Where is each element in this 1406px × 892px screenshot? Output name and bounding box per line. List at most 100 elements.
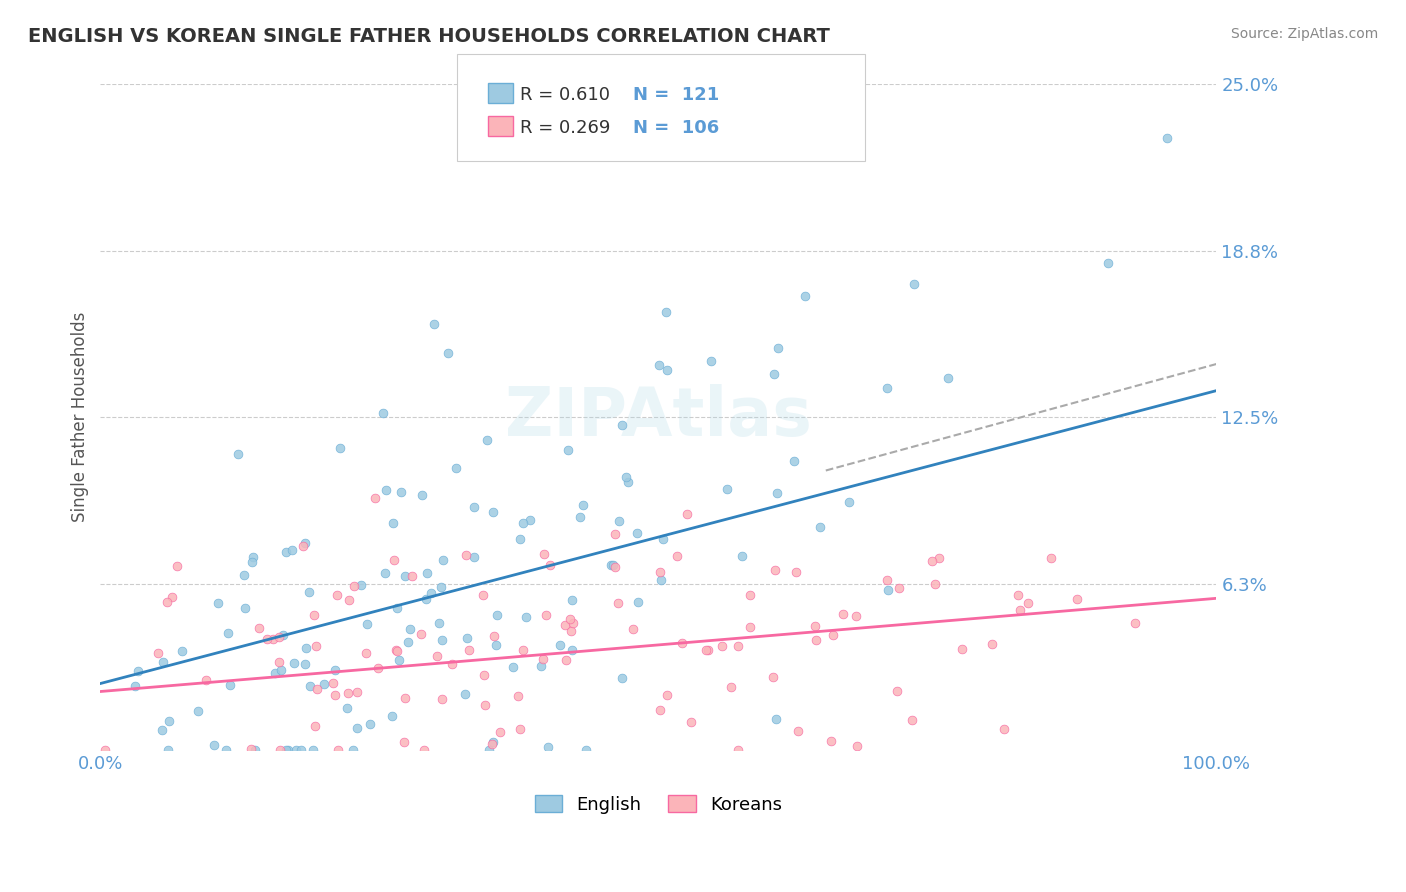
Point (243, 743, 266, 757)
Point (731, 549, 754, 563)
Point (681, 714, 703, 729)
Point (150, 723, 173, 738)
Point (396, 635, 419, 649)
Point (270, 663, 292, 677)
Point (1123, 615, 1146, 630)
Point (342, 743, 364, 757)
Point (472, 668, 495, 682)
Point (808, 519, 831, 533)
Point (471, 588, 494, 602)
Point (804, 632, 827, 647)
Point (502, 660, 524, 674)
Point (650, 703, 672, 717)
Point (302, 607, 325, 622)
Point (329, 441, 352, 455)
Y-axis label: Single Father Households: Single Father Households (72, 312, 89, 523)
Point (655, 362, 678, 376)
Point (170, 644, 193, 658)
Point (626, 526, 648, 541)
Point (256, 632, 278, 646)
Point (572, 498, 595, 512)
Point (336, 701, 359, 715)
Point (786, 724, 808, 739)
Point (389, 484, 412, 499)
Point (219, 678, 242, 692)
Point (560, 624, 582, 639)
Point (603, 527, 626, 541)
Point (314, 677, 336, 691)
Point (1156, 130, 1178, 145)
Point (294, 657, 316, 672)
Point (554, 618, 576, 632)
Point (652, 533, 675, 547)
Point (561, 643, 583, 657)
Point (716, 482, 738, 496)
Point (738, 588, 761, 602)
Point (326, 743, 349, 757)
Point (561, 615, 583, 630)
Point (366, 661, 388, 675)
Point (762, 670, 785, 684)
Text: N =  121: N = 121 (633, 87, 718, 104)
Point (766, 341, 789, 355)
Point (247, 621, 270, 635)
Point (226, 447, 249, 461)
Point (666, 549, 689, 564)
Point (375, 483, 398, 498)
Point (519, 513, 541, 527)
Point (554, 653, 576, 667)
Point (832, 607, 855, 622)
Point (271, 628, 294, 642)
Point (621, 622, 644, 636)
Text: R = 0.269: R = 0.269 (520, 120, 610, 137)
Point (1017, 596, 1039, 610)
Point (298, 585, 321, 599)
Point (477, 434, 499, 448)
Point (617, 475, 640, 490)
Point (415, 592, 437, 607)
Point (382, 553, 405, 567)
Point (456, 631, 478, 645)
Point (423, 318, 446, 332)
Point (371, 406, 394, 420)
Point (876, 381, 898, 395)
Point (385, 600, 408, 615)
Point (394, 690, 416, 705)
Point (794, 289, 817, 303)
Point (512, 516, 534, 530)
Point (354, 646, 377, 660)
Point (262, 632, 284, 647)
Point (441, 657, 464, 671)
Point (1007, 588, 1029, 602)
Point (276, 743, 298, 757)
Text: N =  106: N = 106 (633, 120, 718, 137)
Point (508, 689, 530, 703)
Point (903, 277, 925, 291)
Point (1066, 592, 1088, 607)
Point (326, 588, 349, 602)
Point (217, 626, 239, 640)
Point (928, 550, 950, 565)
Point (901, 713, 924, 727)
Point (304, 719, 326, 733)
Point (534, 608, 557, 623)
Point (283, 656, 305, 670)
Point (202, 738, 225, 752)
Point (845, 608, 868, 623)
Point (700, 353, 723, 368)
Point (727, 743, 749, 757)
Point (482, 735, 505, 749)
Point (738, 620, 761, 634)
Point (603, 560, 626, 574)
Point (152, 655, 174, 669)
Point (463, 550, 485, 565)
Point (385, 644, 408, 658)
Point (432, 553, 454, 567)
Text: ENGLISH VS KOREAN SINGLE FATHER HOUSEHOLDS CORRELATION CHART: ENGLISH VS KOREAN SINGLE FATHER HOUSEHOL… (28, 27, 830, 45)
Point (727, 640, 749, 654)
Point (607, 514, 630, 528)
Point (845, 739, 868, 753)
Point (416, 566, 439, 581)
Point (515, 609, 537, 624)
Point (432, 691, 454, 706)
